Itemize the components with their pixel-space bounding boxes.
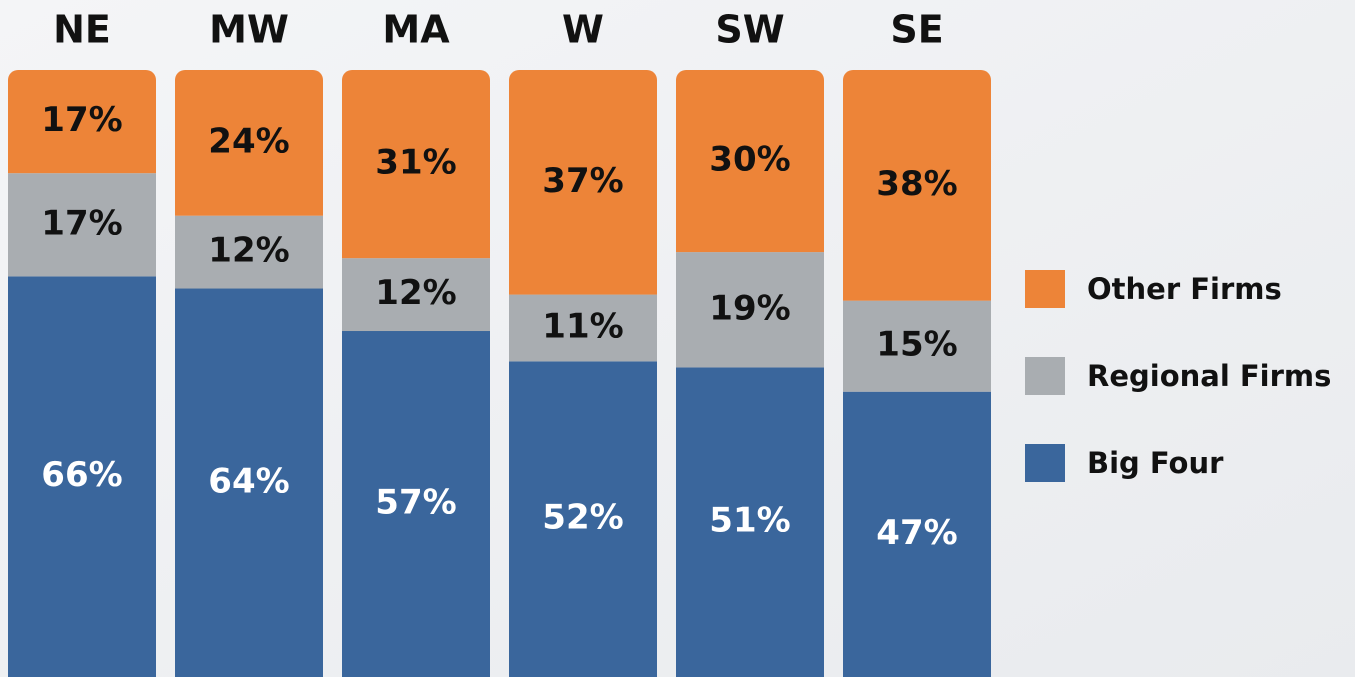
bar-segment [509,361,657,677]
value-label: 64% [208,461,289,501]
value-label: 12% [375,273,456,313]
bar-segment [342,70,490,259]
bar-group [342,70,490,677]
bar-segment [509,294,657,362]
category-label: W [562,8,604,52]
bar-segment [8,70,156,174]
bar-segment [509,70,657,295]
category-label: MA [382,8,450,52]
legend-swatch [1025,444,1065,482]
bar-segment [843,70,991,301]
value-label: 37% [542,161,623,201]
category-label: SE [890,8,943,52]
bar-group [676,70,824,677]
bar-segment [676,367,824,677]
bar-segment [676,252,824,368]
value-label: 51% [709,501,790,541]
legend-swatch [1025,357,1065,395]
bar-segment [8,276,156,677]
legend-label: Other Firms [1087,272,1282,306]
value-label: 15% [876,325,957,365]
value-label: 17% [41,100,122,140]
bar-segment [342,331,490,677]
category-label: MW [209,8,289,52]
bar-segment [175,288,323,677]
bar-segment [175,70,323,216]
legend-label: Regional Firms [1087,359,1331,393]
value-label: 30% [709,140,790,180]
bar-segment [676,70,824,253]
value-label: 38% [876,164,957,204]
category-label: SW [715,8,784,52]
category-label: NE [53,8,111,52]
value-label: 19% [709,288,790,328]
value-label: 17% [41,203,122,243]
bar-group [8,70,156,677]
bar-group [509,70,657,677]
value-label: 11% [542,306,623,346]
bar-segment [175,215,323,289]
value-label: 57% [375,483,456,523]
bar-group [843,70,991,677]
value-label: 66% [41,455,122,495]
bar-group [175,70,323,677]
bar-segment [843,300,991,392]
bar-segment [843,391,991,677]
legend-label: Big Four [1087,446,1224,480]
bar-segment [8,173,156,277]
bar-segment [342,258,490,332]
value-label: 52% [542,498,623,538]
value-label: 12% [208,231,289,271]
value-label: 47% [876,513,957,553]
value-label: 31% [375,143,456,183]
value-label: 24% [208,121,289,161]
legend-swatch [1025,270,1065,308]
